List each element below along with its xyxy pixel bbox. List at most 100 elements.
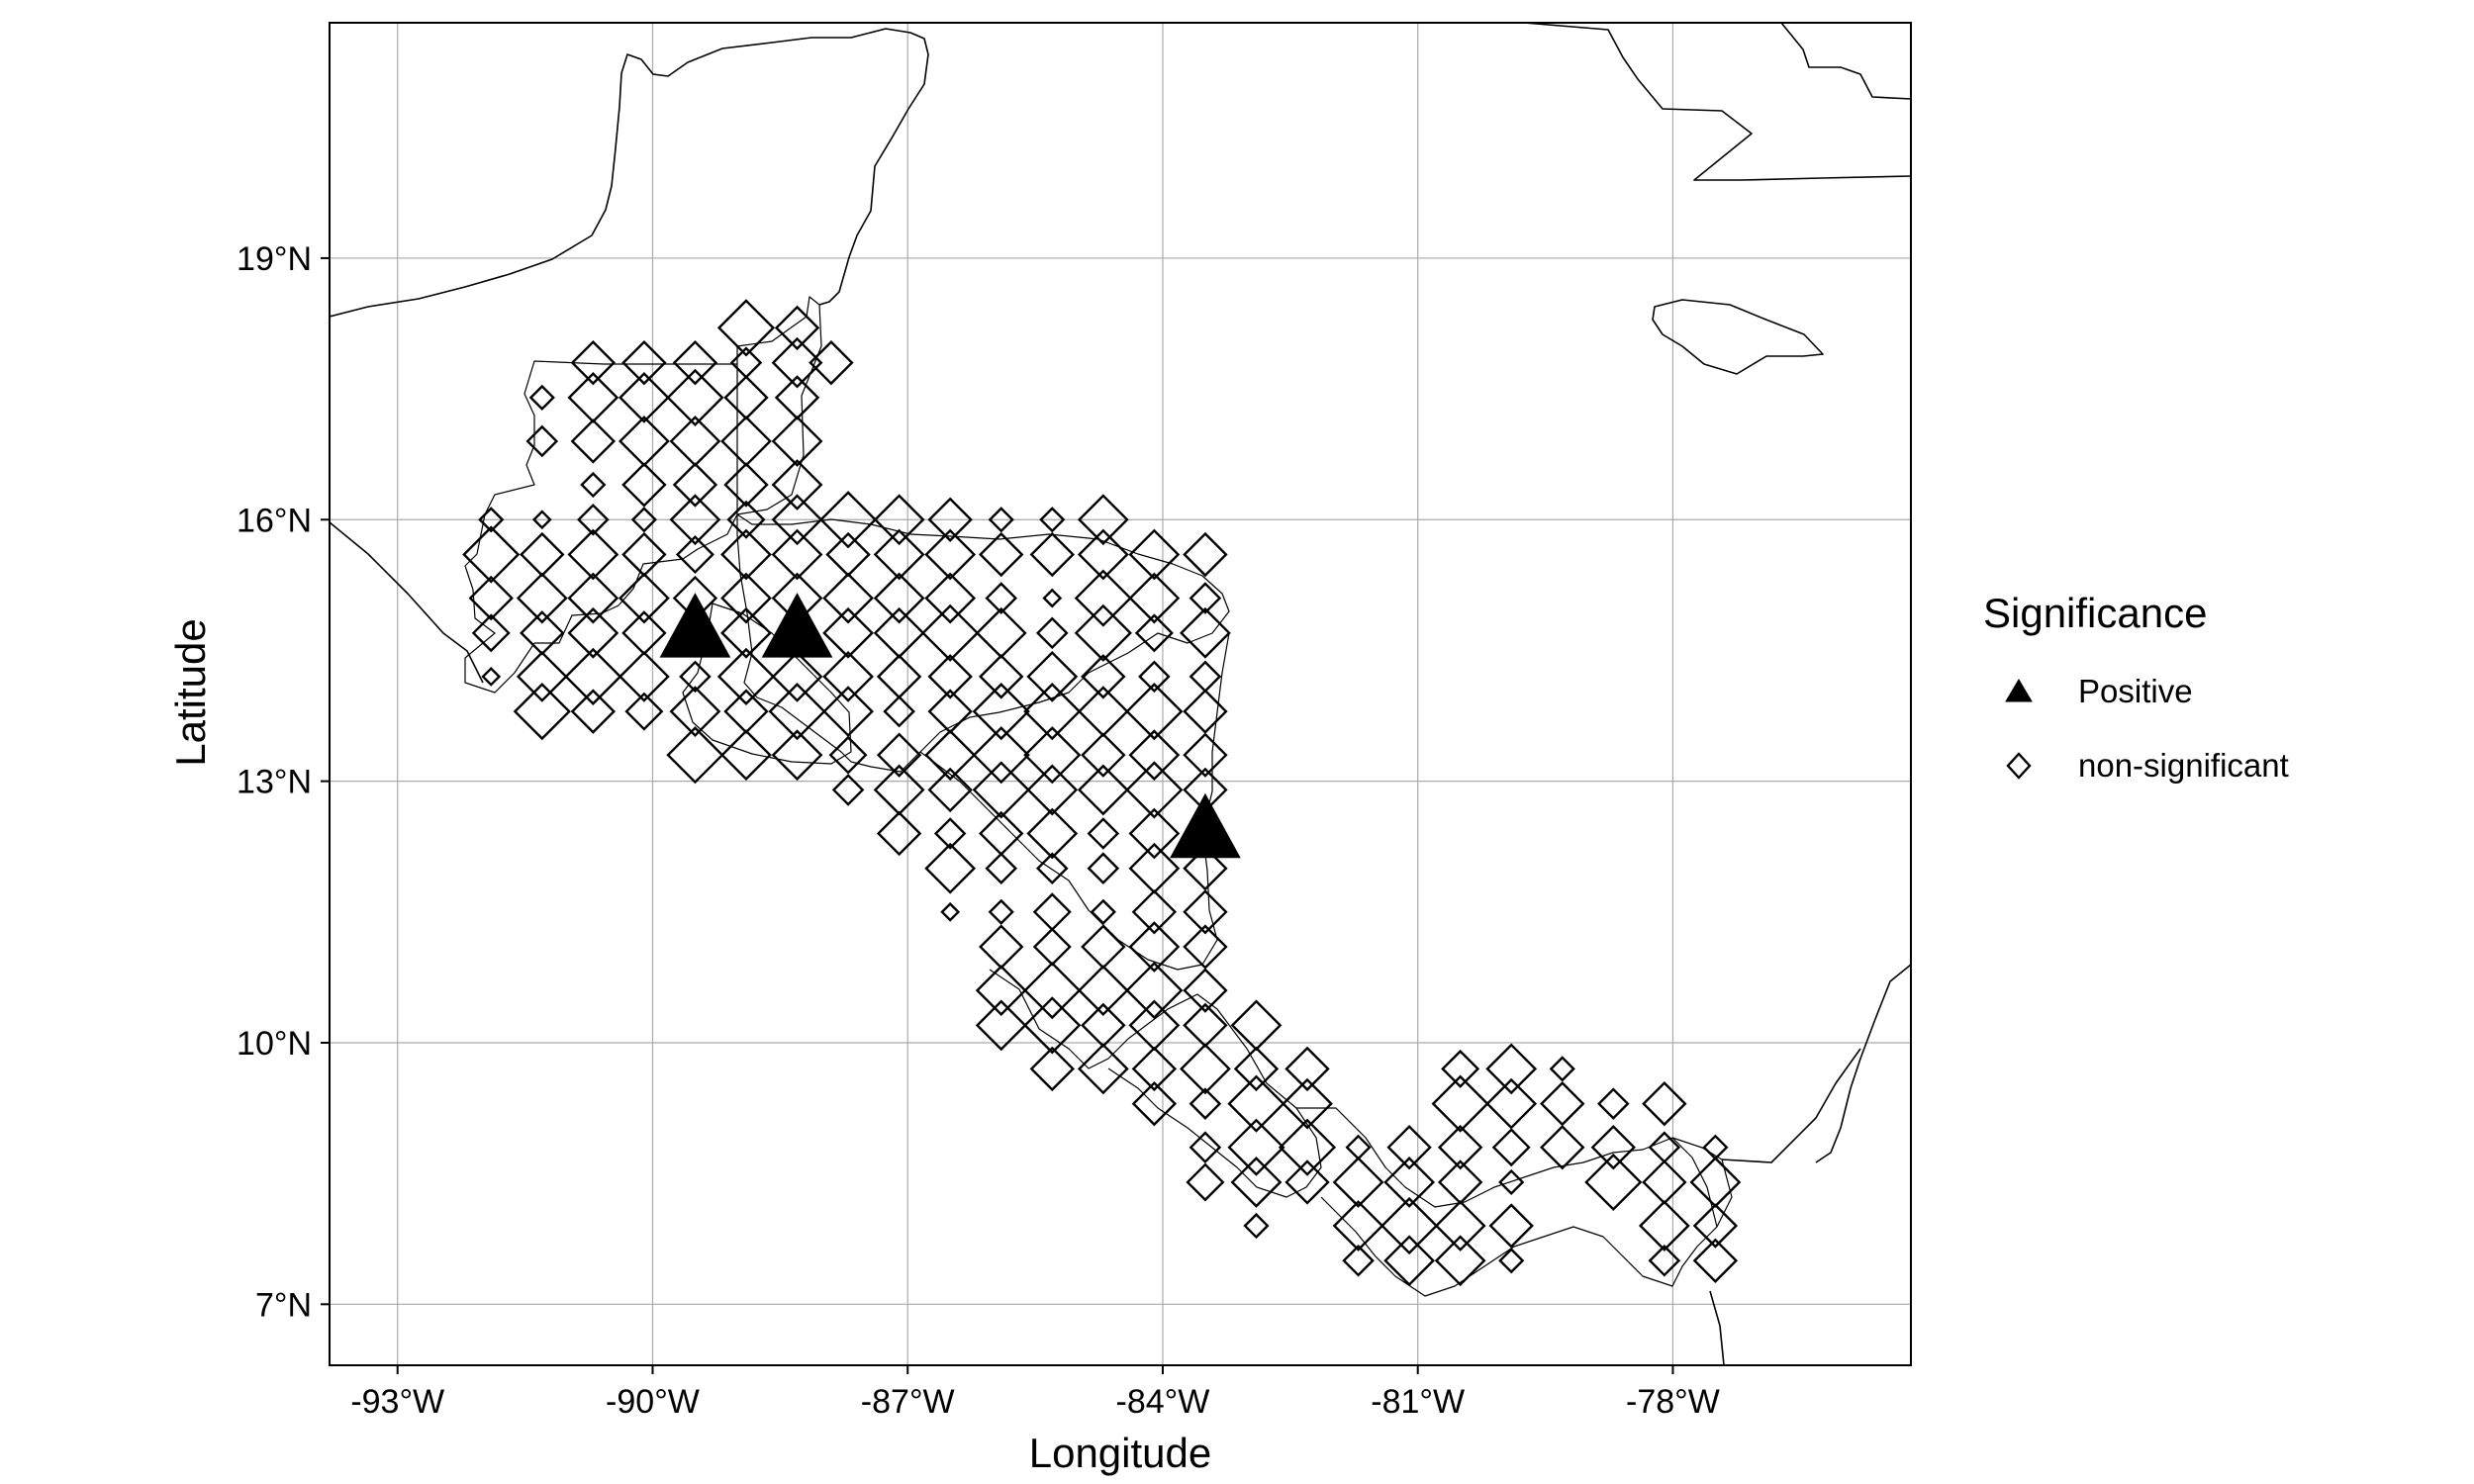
diamond-marker	[1077, 494, 1129, 546]
diamond-marker	[564, 647, 622, 705]
diamond-marker	[1128, 999, 1181, 1052]
diamond-marker	[975, 999, 1027, 1052]
diamond-marker	[1434, 1235, 1486, 1287]
legend-label-non-significant: non-significant	[2078, 747, 2289, 784]
y-tick-label: 16°N	[237, 502, 312, 539]
border-guatemala	[464, 360, 738, 694]
diamond-marker	[471, 613, 511, 653]
diamond-marker	[520, 610, 565, 656]
x-tick-label: -93°W	[350, 1383, 444, 1421]
coastline-panama-colombia	[1721, 1048, 1861, 1163]
diamond-marker	[1498, 1168, 1525, 1196]
diamond-marker	[927, 767, 973, 813]
diamond-marker	[873, 572, 925, 624]
diamond-marker	[672, 462, 718, 508]
diamond-marker	[1026, 764, 1079, 816]
x-axis: -93°W -90°W -87°W -84°W -81°W -78°W	[350, 1365, 1720, 1421]
diamond-marker	[1032, 892, 1072, 932]
diamond-marker	[1077, 965, 1129, 1016]
diamond-marker	[972, 761, 1030, 819]
diamond-marker	[723, 689, 769, 734]
diamond-marker	[1183, 889, 1228, 935]
diamond-marker	[1692, 1238, 1739, 1283]
border-belize	[736, 296, 822, 515]
diamond-marker	[567, 606, 619, 659]
diamond-marker	[771, 459, 823, 510]
diamond-marker	[1077, 686, 1129, 738]
diamond-marker	[516, 650, 568, 702]
coastline-south-america	[1815, 964, 1911, 1163]
diamond-marker	[927, 654, 973, 699]
diamond-marker	[1042, 588, 1063, 608]
diamond-marker	[1134, 613, 1174, 653]
diamond-marker	[1128, 842, 1181, 894]
diamond-marker	[478, 507, 505, 533]
diamond-marker	[672, 339, 718, 386]
diamond-marker	[481, 666, 502, 687]
diamond-marker	[1125, 961, 1184, 1020]
diamond-marker	[1032, 927, 1072, 967]
diamond-marker	[822, 606, 874, 659]
diamond-marker	[873, 528, 925, 581]
diamond-marker	[1074, 603, 1132, 662]
diamond-marker	[516, 572, 568, 624]
diamond-marker	[462, 525, 521, 584]
diamond-marker	[618, 416, 670, 467]
border-costa-rica	[989, 969, 1322, 1198]
diamond-marker	[720, 729, 772, 782]
diamond-marker	[567, 528, 619, 581]
diamond-marker	[774, 305, 820, 351]
legend-title: Significance	[1983, 590, 2207, 636]
diamond-marker	[1081, 732, 1126, 778]
diamond-marker	[927, 497, 973, 542]
legend-key-triangle	[2005, 679, 2033, 702]
y-tick-label: 7°N	[255, 1286, 312, 1324]
diamond-marker	[873, 494, 925, 546]
diamond-marker	[570, 418, 617, 464]
diamond-marker	[1642, 1080, 1687, 1127]
diamond-marker	[1128, 921, 1181, 973]
diamond-marker	[1386, 1125, 1432, 1170]
y-axis-title: Latitude	[167, 618, 214, 766]
plot-panel-border	[329, 22, 1912, 1366]
triangle-marker	[1170, 792, 1241, 859]
diamond-marker	[1638, 1200, 1690, 1252]
diamond-marker	[768, 683, 826, 741]
diamond-marker	[577, 503, 610, 536]
diamond-marker	[1689, 1157, 1742, 1208]
diamond-marker	[1434, 1200, 1486, 1252]
diamond-marker	[1023, 726, 1082, 785]
diamond-marker	[726, 500, 766, 539]
diamond-marker	[1183, 531, 1228, 578]
diamond-marker	[924, 528, 977, 581]
diamond-marker	[1383, 1157, 1436, 1208]
diamond-marker	[720, 528, 772, 581]
y-tick-label: 13°N	[237, 764, 312, 801]
diamond-marker	[1090, 898, 1116, 925]
diamond-marker	[1128, 807, 1181, 860]
markers	[462, 299, 1742, 1287]
diamond-marker	[1087, 852, 1120, 885]
coastline-pacific	[330, 521, 484, 684]
diamond-marker	[1590, 1125, 1636, 1170]
diamond-marker	[1081, 924, 1126, 970]
x-tick-label: -81°W	[1371, 1383, 1465, 1421]
diamond-marker	[666, 726, 724, 785]
diamond-marker	[822, 686, 874, 738]
diamond-marker	[669, 494, 721, 546]
diamond-marker	[1131, 889, 1178, 935]
diamond-marker	[669, 686, 721, 738]
diamond-marker	[771, 494, 823, 546]
diamond-marker	[1183, 732, 1228, 778]
diamond-marker	[1540, 1080, 1585, 1127]
diamond-marker	[771, 416, 823, 467]
diamond-marker	[1131, 1046, 1178, 1092]
diamond-marker	[716, 299, 776, 357]
x-axis-title: Longitude	[1029, 1430, 1212, 1476]
diamond-marker	[822, 572, 874, 624]
border-nicaragua	[919, 632, 1230, 971]
border-honduras	[736, 513, 1230, 773]
diamond-marker	[1243, 1212, 1270, 1240]
diamond-marker	[567, 572, 619, 624]
diamond-marker	[1189, 660, 1222, 694]
